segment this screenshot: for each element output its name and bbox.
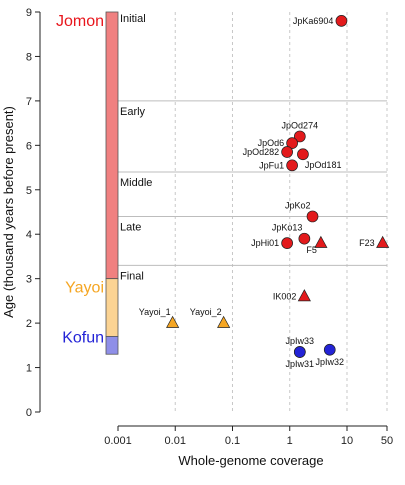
point-yayoi-1 — [166, 315, 180, 328]
y-axis-title: Age (thousand years before present) — [1, 106, 16, 318]
period-bar: Jomon Yayoi Kofun — [56, 11, 119, 355]
point-label-jphi01: JpHi01 — [251, 238, 279, 248]
point-label-jpfu1: JpFu1 — [259, 160, 284, 170]
subperiod-label-final: Final — [120, 270, 144, 282]
point-label-jpod6: JpOd6 — [258, 138, 285, 148]
subperiod-label-late: Late — [120, 221, 141, 233]
grid-layer — [118, 12, 388, 412]
point-label-jpiw31: JpIw31 — [286, 359, 315, 369]
point-jpod6 — [286, 137, 298, 149]
period-label-jomon: Jomon — [56, 13, 104, 30]
point-label-jpod282: JpOd282 — [243, 147, 280, 157]
x-tick-label: 0.001 — [104, 435, 132, 447]
point-jpiw32 — [323, 343, 336, 356]
x-tick-label: 0.1 — [225, 435, 240, 447]
x-tick-label: 1 — [287, 435, 293, 447]
y-tick-label: 7 — [26, 96, 32, 108]
point-jpka6904 — [335, 15, 348, 27]
point-label-jpod274: JpOd274 — [282, 120, 319, 130]
point-jpod181 — [297, 148, 309, 161]
point-f23 — [376, 235, 390, 248]
y-tick-label: 1 — [26, 363, 32, 375]
subperiod-label-initial: Initial — [120, 13, 146, 25]
axes: 0 1 2 3 4 5 6 7 8 9 0.001 0.01 0.1 1 10 50 — [26, 7, 393, 447]
y-tick-label: 9 — [26, 7, 32, 19]
point-jpko13 — [298, 232, 311, 245]
point-jphi01 — [281, 237, 293, 249]
point-label-f5: F5 — [306, 245, 317, 255]
point-label-yayoi-2: Yayoi_2 — [190, 307, 222, 317]
point-label-jpko2: JpKo2 — [285, 200, 311, 210]
point-label-jpiw32: JpIw32 — [315, 357, 344, 367]
data-points — [166, 15, 390, 358]
point-jpfu1 — [286, 159, 298, 172]
y-tick-label: 6 — [26, 140, 32, 152]
x-tick-label: 50 — [381, 435, 393, 447]
point-jpiw31 — [293, 346, 306, 358]
point-label-ik002: IK002 — [273, 291, 297, 301]
x-tick-label: 0.01 — [165, 435, 186, 447]
x-axis-title: Whole-genome coverage — [178, 453, 323, 468]
point-jpko2 — [306, 210, 319, 223]
point-jpod274 — [293, 130, 306, 143]
period-label-yayoi: Yayoi — [65, 280, 104, 297]
x-tick-label: 10 — [341, 435, 353, 447]
point-yayoi-2 — [217, 315, 231, 328]
point-jpod282 — [281, 146, 293, 158]
point-label-jpod181: JpOd181 — [305, 160, 342, 170]
point-ik002 — [297, 289, 311, 302]
point-label-f23: F23 — [359, 238, 375, 248]
point-labels: Initial Early Middle Late Final JpKa6904 JpOd2… — [120, 13, 375, 369]
point-label-jpka6904: JpKa6904 — [293, 16, 334, 26]
period-band-yayoi — [105, 278, 119, 337]
subperiod-label-early: Early — [120, 106, 146, 118]
y-tick-label: 4 — [26, 229, 32, 241]
point-f5 — [314, 235, 328, 248]
point-label-yayoi-1: Yayoi_1 — [139, 307, 171, 317]
y-tick-label: 5 — [26, 185, 32, 197]
subperiod-label-middle: Middle — [120, 177, 152, 189]
point-label-jpko13: JpKo13 — [272, 223, 303, 233]
y-tick-label: 3 — [26, 274, 32, 286]
period-band-jomon — [105, 11, 119, 280]
period-label-kofun: Kofun — [62, 329, 104, 346]
y-tick-label: 0 — [26, 407, 32, 419]
y-tick-label: 8 — [26, 51, 32, 63]
y-tick-label: 2 — [26, 318, 32, 330]
point-label-jpiw33: JpIw33 — [286, 336, 315, 346]
period-band-kofun — [105, 336, 119, 355]
